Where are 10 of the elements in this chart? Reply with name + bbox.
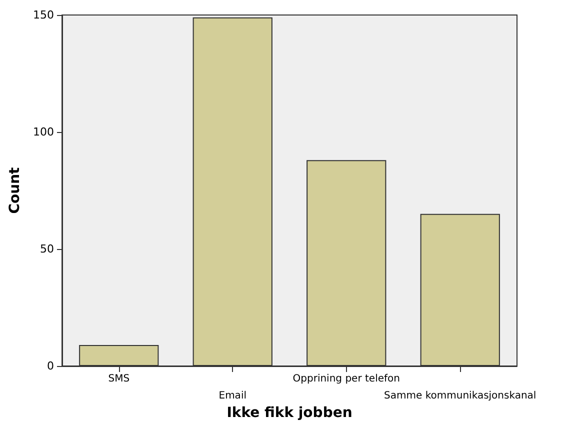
x-axis-title: Ikke fikk jobben [226, 404, 352, 421]
x-tick-label: Samme kommunikasjonskanal [384, 390, 536, 402]
x-tick-label: Opprining per telefon [292, 374, 400, 384]
y-tick-label: 50 [40, 242, 54, 256]
x-tick-label: SMS [108, 374, 130, 384]
y-tick-label: 150 [33, 8, 54, 22]
x-tick-label: Email [218, 390, 246, 402]
y-tick-label: 100 [33, 126, 54, 138]
y-axis-title: Count [7, 166, 23, 214]
y-tick-label: 0 [47, 360, 54, 372]
